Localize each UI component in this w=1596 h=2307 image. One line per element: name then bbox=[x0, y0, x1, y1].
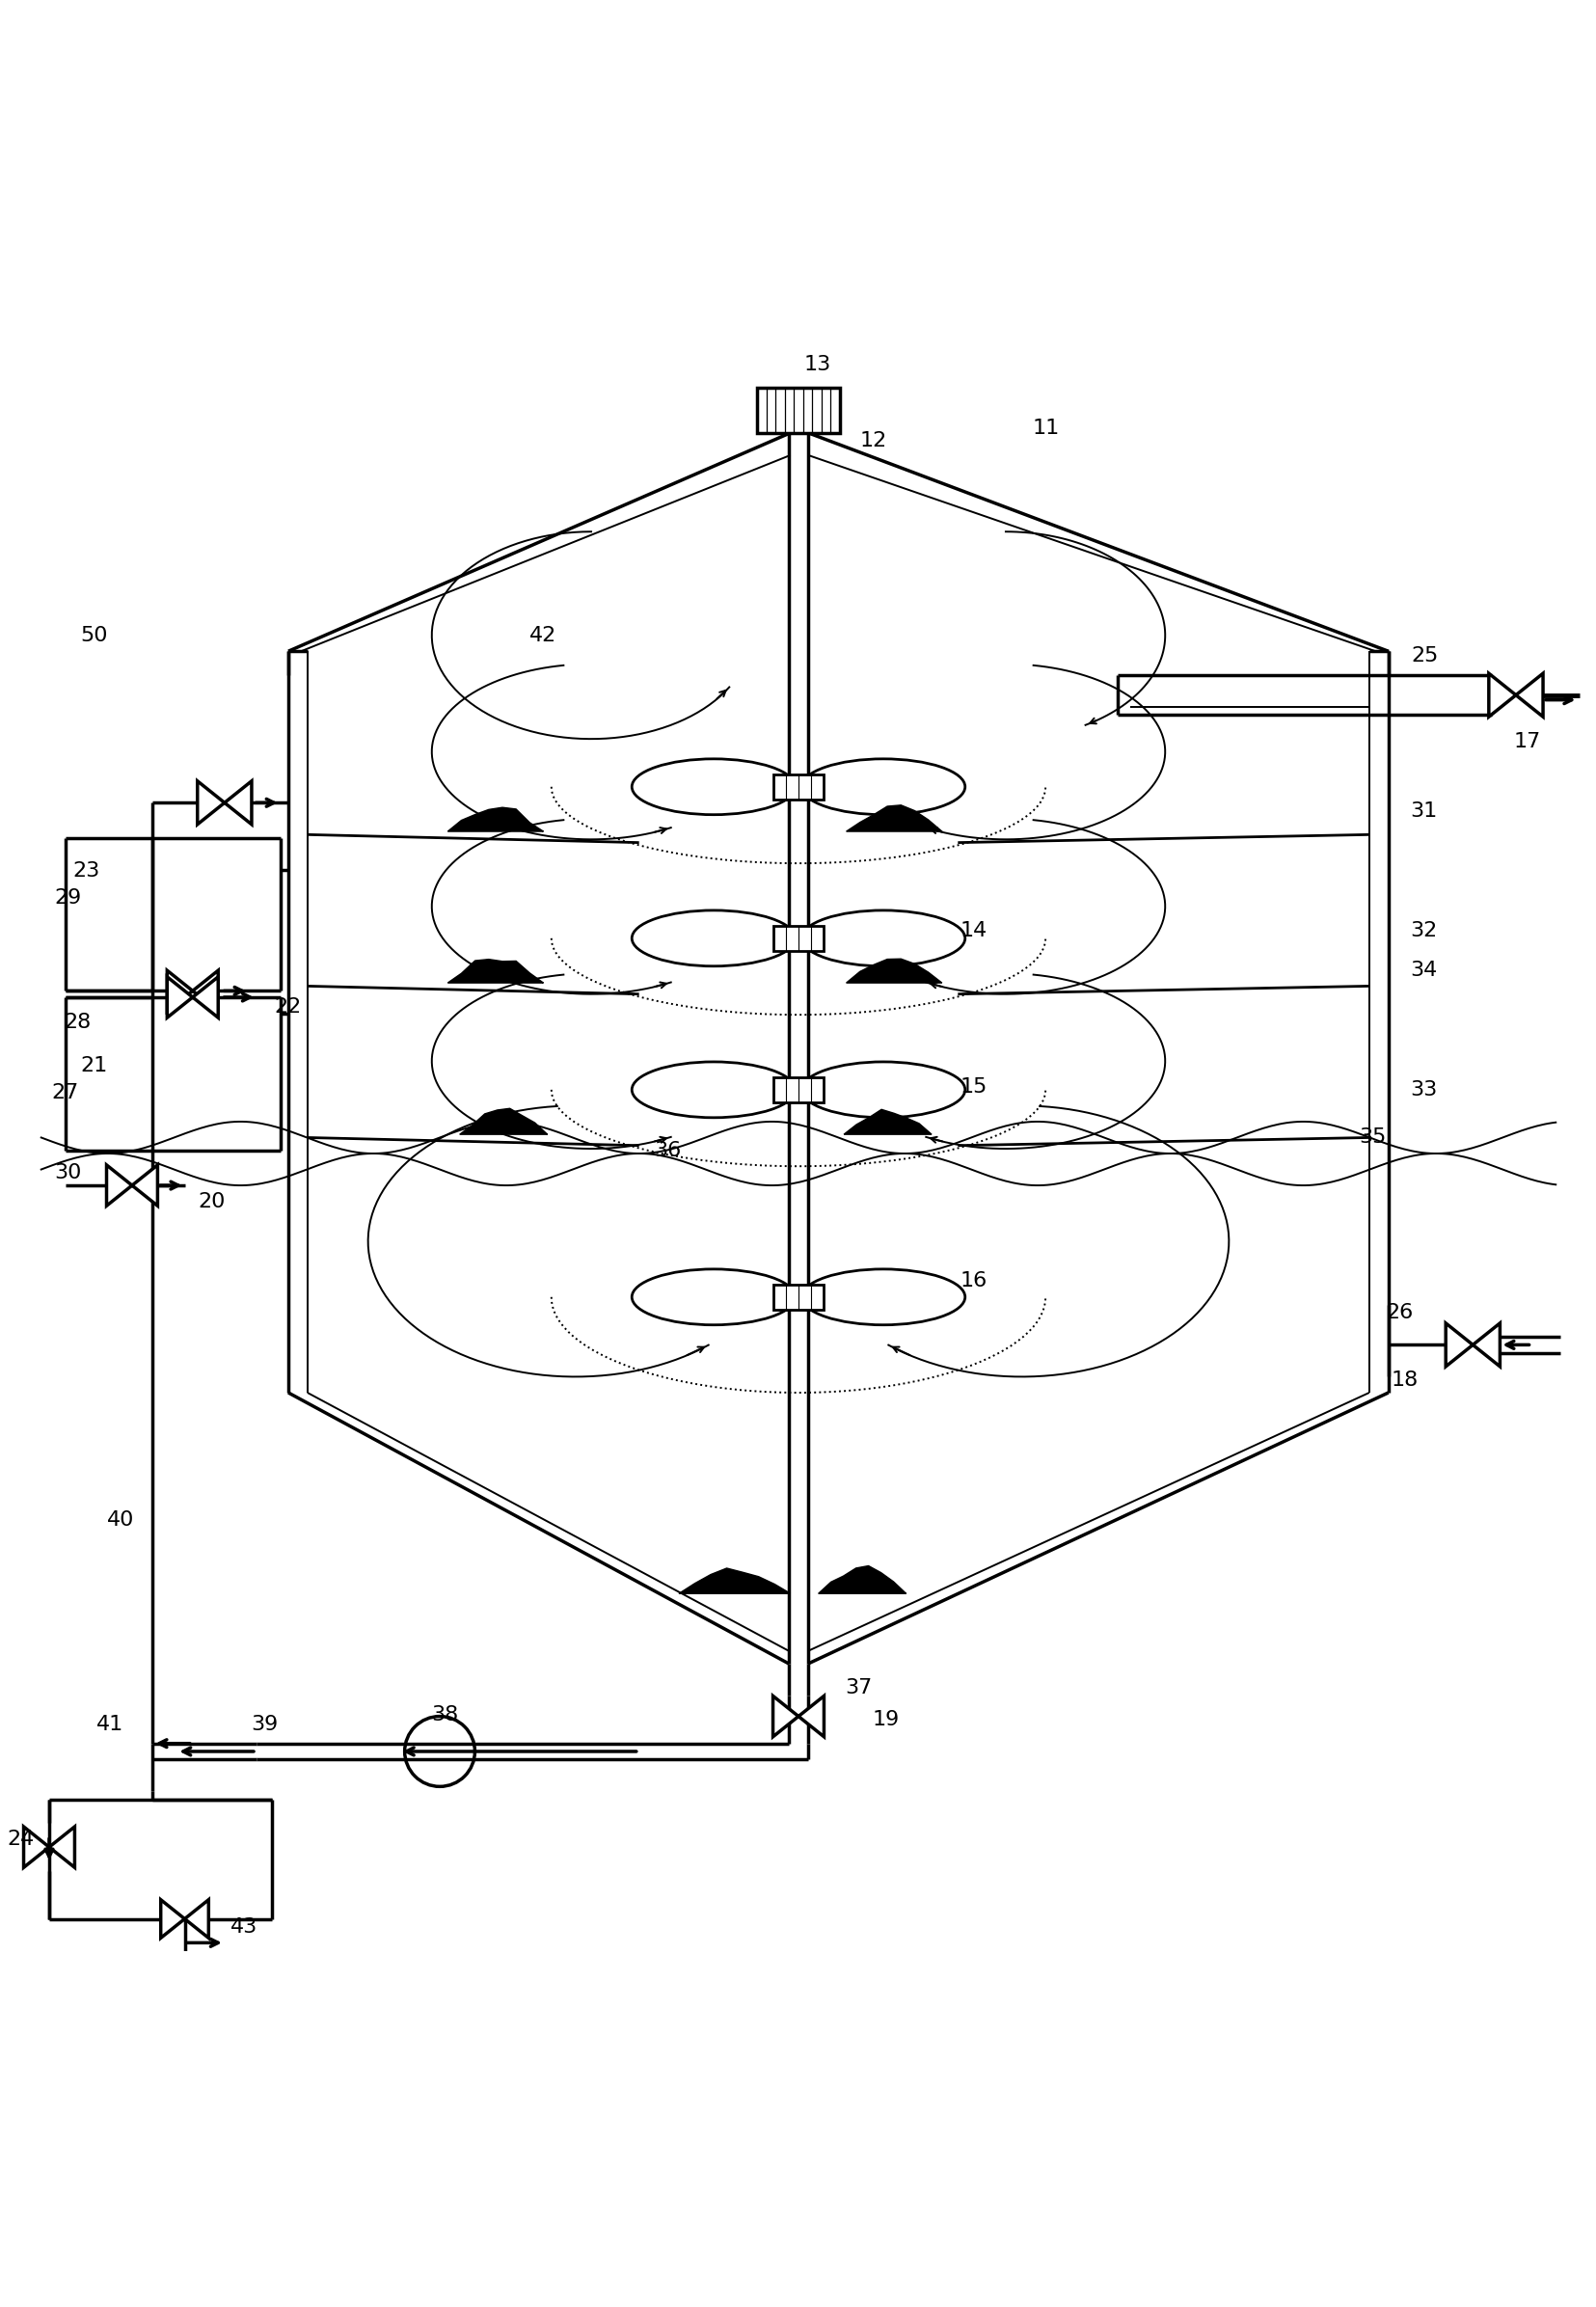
Polygon shape bbox=[1444, 1324, 1472, 1366]
Polygon shape bbox=[447, 807, 543, 831]
Polygon shape bbox=[846, 805, 942, 831]
Text: 33: 33 bbox=[1409, 1080, 1436, 1100]
Text: 19: 19 bbox=[871, 1709, 899, 1730]
Polygon shape bbox=[225, 782, 252, 824]
Bar bbox=[772, 1285, 824, 1310]
Polygon shape bbox=[107, 1165, 132, 1207]
Bar bbox=[772, 775, 824, 801]
Text: 25: 25 bbox=[1411, 646, 1438, 667]
Text: 13: 13 bbox=[803, 355, 832, 374]
Text: 18: 18 bbox=[1390, 1370, 1417, 1389]
Polygon shape bbox=[1515, 674, 1542, 717]
Polygon shape bbox=[24, 1827, 49, 1866]
Text: 15: 15 bbox=[959, 1077, 986, 1096]
Text: 17: 17 bbox=[1513, 734, 1540, 752]
Text: 43: 43 bbox=[230, 1917, 257, 1936]
Polygon shape bbox=[772, 1696, 798, 1737]
Polygon shape bbox=[460, 1107, 547, 1135]
Bar bbox=[772, 1077, 824, 1103]
Text: 14: 14 bbox=[959, 920, 986, 939]
Polygon shape bbox=[132, 1165, 158, 1207]
Text: 29: 29 bbox=[54, 888, 81, 909]
Text: 35: 35 bbox=[1358, 1128, 1385, 1147]
Polygon shape bbox=[185, 1899, 209, 1938]
Polygon shape bbox=[447, 960, 543, 983]
Text: 37: 37 bbox=[844, 1677, 871, 1698]
Text: 24: 24 bbox=[6, 1829, 34, 1848]
Text: 40: 40 bbox=[107, 1511, 134, 1530]
Polygon shape bbox=[193, 971, 219, 1010]
Polygon shape bbox=[1487, 674, 1515, 717]
Text: 28: 28 bbox=[64, 1013, 91, 1034]
Text: 36: 36 bbox=[654, 1140, 681, 1160]
Text: 41: 41 bbox=[96, 1714, 123, 1735]
Polygon shape bbox=[49, 1827, 75, 1866]
Text: 26: 26 bbox=[1385, 1303, 1412, 1322]
Text: 42: 42 bbox=[530, 625, 557, 646]
Polygon shape bbox=[843, 1110, 930, 1135]
Text: 38: 38 bbox=[431, 1705, 458, 1723]
Polygon shape bbox=[161, 1899, 185, 1938]
Text: 22: 22 bbox=[275, 997, 302, 1017]
Polygon shape bbox=[193, 976, 219, 1017]
Text: 20: 20 bbox=[198, 1193, 225, 1211]
Text: 30: 30 bbox=[54, 1163, 81, 1181]
Polygon shape bbox=[678, 1569, 790, 1594]
Bar bbox=[772, 925, 824, 950]
Text: 31: 31 bbox=[1409, 801, 1436, 821]
Polygon shape bbox=[846, 960, 942, 983]
Text: 39: 39 bbox=[251, 1714, 278, 1735]
Text: 27: 27 bbox=[51, 1084, 78, 1103]
Text: 21: 21 bbox=[80, 1057, 107, 1075]
Text: 12: 12 bbox=[859, 431, 886, 450]
Polygon shape bbox=[798, 1696, 824, 1737]
Text: 16: 16 bbox=[959, 1271, 986, 1290]
Text: 50: 50 bbox=[80, 625, 107, 646]
Text: 32: 32 bbox=[1409, 920, 1436, 939]
Polygon shape bbox=[1472, 1324, 1499, 1366]
Polygon shape bbox=[198, 782, 225, 824]
Text: 23: 23 bbox=[72, 861, 99, 881]
Polygon shape bbox=[168, 971, 193, 1010]
Text: 34: 34 bbox=[1409, 960, 1436, 980]
Polygon shape bbox=[817, 1566, 905, 1594]
Polygon shape bbox=[168, 976, 193, 1017]
Bar bbox=[757, 388, 839, 434]
Text: 11: 11 bbox=[1031, 418, 1058, 438]
